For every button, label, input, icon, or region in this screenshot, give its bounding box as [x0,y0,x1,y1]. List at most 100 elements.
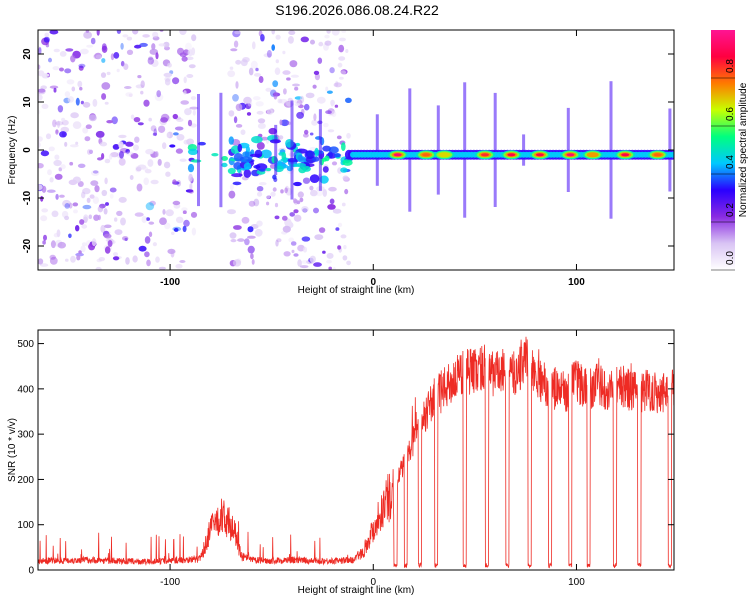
speckle [79,86,83,91]
speckle [151,43,156,51]
speckle [48,146,55,152]
speckle [266,195,271,199]
speckle [191,34,197,42]
speckle [47,169,52,176]
colorbar [711,30,735,270]
ridge-blob [251,136,263,144]
ridge-peak [422,153,431,157]
speckle [86,44,93,48]
speckle [283,251,291,257]
speckle [83,31,92,39]
speckle [70,112,79,119]
speckle [164,76,171,82]
y-tick-label: 500 [17,339,34,350]
speckle [64,203,70,209]
speckle [125,141,134,147]
y-tick-label: -20 [22,238,33,253]
speckle [176,118,184,122]
speckle [95,130,105,138]
speckle [342,255,348,261]
speckle [111,116,118,125]
ridge-blob [243,162,252,170]
speckle [338,44,345,53]
colorbar-tick-label: 0.6 [725,107,736,121]
speckle [179,30,187,35]
colorbar-label: Normalized spectral amplitude [738,82,749,217]
speckle [296,111,304,119]
speckle [155,256,160,263]
speckle [106,120,113,124]
speckle [78,65,84,71]
speckle [72,121,82,129]
speckle [164,222,171,230]
speckle [38,46,42,52]
speckle [86,197,91,203]
y-tick-label: 200 [17,475,34,486]
speckle [293,209,299,214]
speckle [156,90,161,98]
speckle [278,135,284,140]
speckle [118,196,127,203]
speckle [75,97,80,106]
speckle [303,103,310,111]
speckle [188,189,194,194]
speckle [318,41,324,47]
speckle [229,184,234,191]
speckle [122,34,129,38]
speckle [154,93,164,102]
speckle [77,80,83,88]
speckle [294,86,299,91]
speckle [142,166,149,171]
speckle [89,194,95,199]
speckle [311,119,318,126]
speckle [331,161,338,166]
ridge-peak [566,153,575,157]
speckle [126,36,133,41]
speckle [346,132,351,139]
y-tick-label: -10 [22,190,33,205]
x-tick-label: 0 [370,577,376,588]
spike [290,100,294,200]
ridge-blob [298,166,307,174]
speckle [299,197,304,203]
speckle [247,235,256,239]
speckle [69,161,74,166]
speckle [41,103,49,109]
speckle [55,129,59,135]
speckle [173,132,179,136]
speckle [81,242,87,247]
speckle [317,57,323,64]
speckle [113,252,118,257]
speckle [282,215,288,221]
colorbar-tick-label: 0.2 [725,203,736,217]
snr-line [38,336,674,569]
speckle [152,242,157,247]
speckle [316,96,326,104]
speckle [66,79,75,85]
speckle [286,77,291,81]
speckle [158,43,166,47]
speckle [118,158,126,166]
speckle [64,141,68,147]
speckle [53,159,62,167]
speckle [227,209,236,215]
spectrogram-area [38,30,674,270]
ridge-blob [228,136,234,145]
speckle [38,64,41,70]
speckle [300,36,309,43]
speckle [280,189,284,194]
speckle [276,238,282,243]
speckle [166,132,170,138]
speckle [293,181,302,187]
ridge-blob [324,155,330,162]
speckle [57,105,64,113]
speckle [116,68,120,73]
speckle [137,75,142,79]
speckle [123,63,129,70]
speckle [78,250,82,254]
speckle [68,233,72,239]
speckle [40,215,48,222]
speckle [158,125,166,133]
speckle [259,182,267,186]
